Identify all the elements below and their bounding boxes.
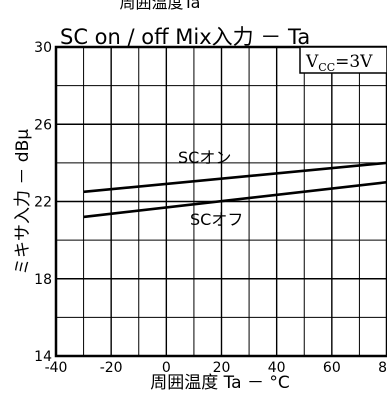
x-tick-label: 0 <box>162 360 171 376</box>
x-tick-label: 80 <box>378 360 387 376</box>
y-tick-label: 18 <box>34 272 52 288</box>
plot-frame <box>54 45 387 358</box>
y-axis-label: ミキサ入力 － dBμ <box>13 129 33 275</box>
y-tick-label: 14 <box>34 349 52 365</box>
x-tick-label: -20 <box>100 360 123 376</box>
y-tick-label: 26 <box>34 117 52 133</box>
series-line-sc-on <box>83 161 387 194</box>
y-tick-label: 30 <box>34 40 52 56</box>
x-tick-label: 40 <box>268 360 286 376</box>
chart-title-top: 周囲温度Ta <box>120 0 201 12</box>
x-tick-label: 20 <box>213 360 231 376</box>
y-tick-label: 22 <box>34 195 52 211</box>
condition-box <box>299 46 387 74</box>
tick-labels: -40 -20 0 20 40 60 80 14 18 22 26 30 <box>34 40 387 376</box>
x-tick-label: 60 <box>323 360 341 376</box>
x-axis-label: 周囲温度 Ta － °C <box>150 373 290 393</box>
chart-title: SC on / off Mix入力 － Ta <box>60 25 310 49</box>
condition-label: VCC=3V <box>305 52 373 74</box>
series-group <box>83 161 387 219</box>
series-label-sc-on: SCオン <box>178 148 231 167</box>
series-line-sc-off <box>83 180 387 219</box>
x-tick-label: -40 <box>45 360 68 376</box>
series-label-sc-off: SCオフ <box>190 210 243 229</box>
